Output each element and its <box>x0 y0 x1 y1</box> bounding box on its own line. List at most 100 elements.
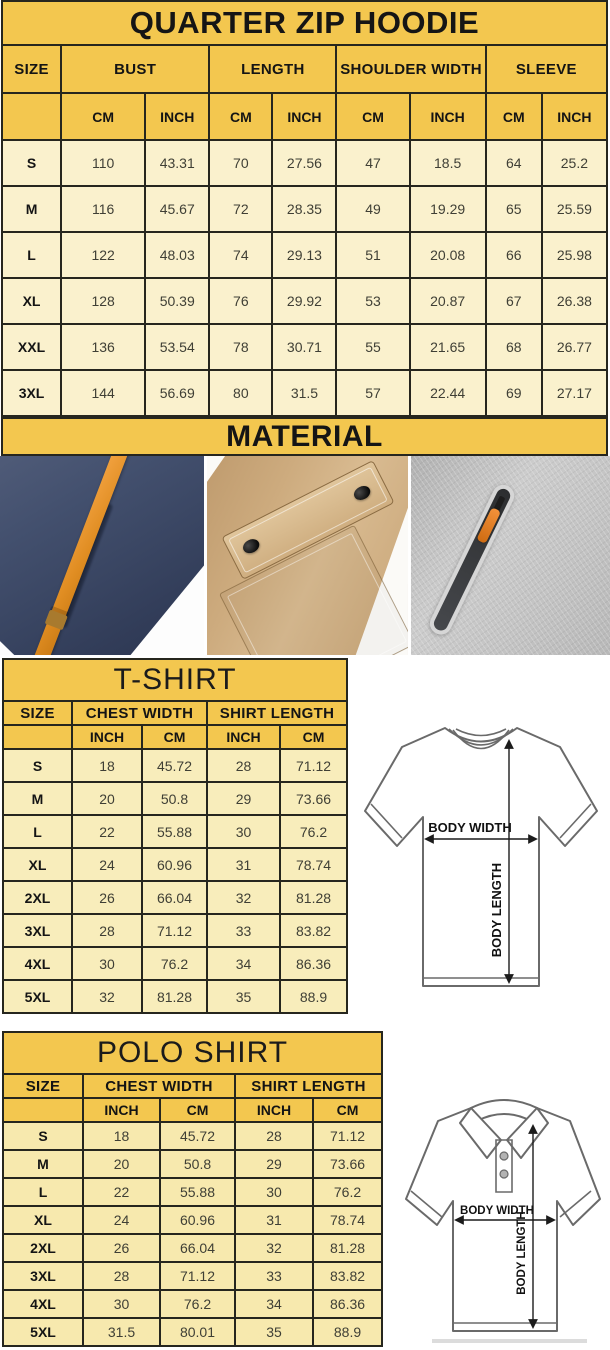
hoodie-unit-sleeve-cm: CM <box>484 92 543 141</box>
cell-length_inch: 30 <box>234 1177 314 1207</box>
hoodie-unit-shoulder-cm: CM <box>335 92 411 141</box>
cell-size: XL <box>0 277 63 325</box>
table-row: L 122 48.03 74 29.13 51 20.08 66 25.98 <box>0 231 609 279</box>
cell-length_inch: 32 <box>206 880 281 915</box>
cell-length_inch: 35 <box>206 979 281 1014</box>
cell-size: 4XL <box>2 946 73 981</box>
cell-length_inch: 32 <box>234 1233 314 1263</box>
cell-length_inch: 31 <box>206 847 281 882</box>
cell-chest_inch: 18 <box>82 1121 161 1151</box>
collar-back <box>455 728 507 737</box>
cell-length_cm: 70 <box>208 139 274 187</box>
empty-cell <box>0 92 63 141</box>
cell-length_inch: 30 <box>206 814 281 849</box>
cell-length_cm: 73.66 <box>311 1149 384 1179</box>
cell-chest_inch: 20 <box>82 1149 161 1179</box>
cell-chest_cm: 76.2 <box>141 946 208 981</box>
cell-shoulder_inch: 20.08 <box>408 231 487 279</box>
table-row: XL 24 60.96 31 78.74 <box>2 847 349 882</box>
cell-length_inch: 33 <box>234 1261 314 1291</box>
cell-length_cm: 78.74 <box>278 847 349 882</box>
table-row: 4XL 30 76.2 34 86.36 <box>2 1289 384 1319</box>
polo-table-body: S 18 45.72 28 71.12 M 20 50.8 29 73.66 L 22 55.88 30 7… <box>2 1121 384 1347</box>
body-width-label: BODY WIDTH <box>428 820 512 835</box>
snap-button <box>240 536 262 556</box>
cell-bust_cm: 128 <box>60 277 147 325</box>
hoodie-unit-bust-inch: INCH <box>144 92 211 141</box>
polo-table-title: POLO SHIRT <box>1 1031 384 1075</box>
cell-chest_cm: 55.88 <box>159 1177 236 1207</box>
cell-shoulder_cm: 49 <box>335 185 411 233</box>
tshirt-unit-length-inch: INCH <box>206 724 281 750</box>
cell-length_cm: 76.2 <box>311 1177 384 1207</box>
cell-sleeve_inch: 25.98 <box>540 231 609 279</box>
hoodie-size-table: QUARTER ZIP HOODIE SIZE BUST LENGTH SHOU… <box>0 0 609 417</box>
cell-chest_inch: 28 <box>82 1261 161 1291</box>
cell-sleeve_cm: 66 <box>484 231 543 279</box>
hoodie-unit-sleeve-inch: INCH <box>540 92 609 141</box>
cell-length_cm: 88.9 <box>278 979 349 1014</box>
sleeve-cuff-line <box>410 1190 443 1218</box>
material-photo-khaki-fabric <box>206 456 408 655</box>
cell-length_cm: 81.28 <box>278 880 349 915</box>
cell-chest_cm: 60.96 <box>141 847 208 882</box>
table-row: XL 24 60.96 31 78.74 <box>2 1205 384 1235</box>
polo-header-length: SHIRT LENGTH <box>233 1073 384 1099</box>
cell-chest_cm: 76.2 <box>159 1289 236 1319</box>
cell-chest_cm: 66.04 <box>159 1233 236 1263</box>
tshirt-header-size: SIZE <box>2 700 73 726</box>
material-photos <box>0 456 610 655</box>
cell-length_cm: 83.82 <box>278 913 349 948</box>
cell-shoulder_cm: 53 <box>335 277 411 325</box>
polo-unit-chest-inch: INCH <box>82 1097 161 1123</box>
cell-length_inch: 31.5 <box>271 369 338 417</box>
cell-length_cm: 80 <box>208 369 274 417</box>
cell-sleeve_cm: 68 <box>484 323 543 371</box>
material-banner: MATERIAL <box>1 417 608 456</box>
cell-sleeve_inch: 26.77 <box>540 323 609 371</box>
cell-length_cm: 74 <box>208 231 274 279</box>
cell-length_cm: 88.9 <box>311 1317 384 1347</box>
cell-chest_cm: 60.96 <box>159 1205 236 1235</box>
polo-header-chest: CHEST WIDTH <box>82 1073 236 1099</box>
cell-sleeve_inch: 25.2 <box>540 139 609 187</box>
hoodie-header-bust: BUST <box>60 44 211 94</box>
table-row: 3XL 28 71.12 33 83.82 <box>2 1261 384 1291</box>
cell-chest_inch: 26 <box>82 1233 161 1263</box>
polo-header-size: SIZE <box>2 1073 84 1099</box>
cell-size: 3XL <box>2 1261 84 1291</box>
table-row: S 18 45.72 28 71.12 <box>2 1121 384 1151</box>
cell-length_inch: 35 <box>234 1317 314 1347</box>
table-row: XXL 136 53.54 78 30.71 55 21.65 68 26.77 <box>0 323 609 371</box>
cell-length_inch: 34 <box>206 946 281 981</box>
cell-length_inch: 33 <box>206 913 281 948</box>
cell-chest_inch: 26 <box>71 880 143 915</box>
cell-shoulder_inch: 21.65 <box>408 323 487 371</box>
hoodie-unit-shoulder-inch: INCH <box>408 92 487 141</box>
hoodie-header-size: SIZE <box>0 44 63 94</box>
cell-chest_cm: 66.04 <box>141 880 208 915</box>
table-row: 3XL 28 71.12 33 83.82 <box>2 913 349 948</box>
cell-size: L <box>0 231 63 279</box>
polo-size-table: POLO SHIRT SIZE CHEST WIDTH SHIRT LENGTH… <box>1 1031 384 1347</box>
cell-chest_cm: 50.8 <box>159 1149 236 1179</box>
cell-shoulder_inch: 22.44 <box>408 369 487 417</box>
cell-shoulder_inch: 19.29 <box>408 185 487 233</box>
snap-button <box>351 483 373 503</box>
cell-chest_inch: 20 <box>71 781 143 816</box>
cell-chest_inch: 18 <box>71 748 143 783</box>
body-length-label: BODY LENGTH <box>516 1211 528 1295</box>
tshirt-table-title: T-SHIRT <box>1 658 349 702</box>
cell-size: M <box>2 781 73 816</box>
tshirt-table-body: S 18 45.72 28 71.12 M 20 50.8 29 73.66 L 22 55.88 30 7… <box>2 748 349 1014</box>
tshirt-unit-length-cm: CM <box>278 724 349 750</box>
polo-unit-length-inch: INCH <box>234 1097 314 1123</box>
cell-length_cm: 78.74 <box>311 1205 384 1235</box>
cell-length_cm: 78 <box>208 323 274 371</box>
cell-size: S <box>0 139 63 187</box>
polo-collar-left <box>459 1107 502 1159</box>
cell-length_inch: 29 <box>234 1149 314 1179</box>
cell-length_cm: 83.82 <box>311 1261 384 1291</box>
cell-size: M <box>2 1149 84 1179</box>
cell-shoulder_cm: 55 <box>335 323 411 371</box>
